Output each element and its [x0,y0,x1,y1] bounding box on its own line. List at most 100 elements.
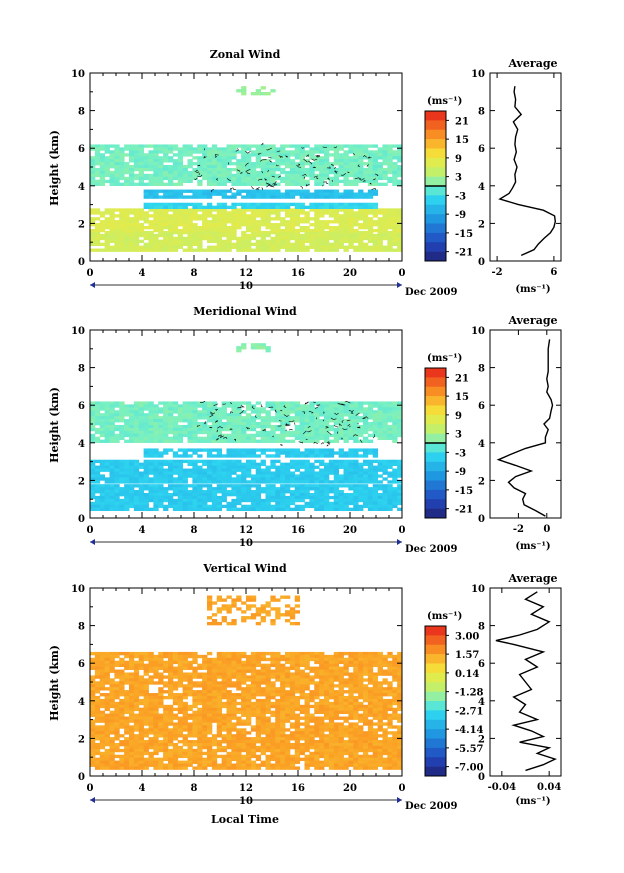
heatmap-cell [338,504,344,509]
heatmap-cell [246,153,252,157]
heatmap-cell [246,407,252,411]
heatmap-cell [353,223,359,227]
heatmap-cell [172,462,179,466]
heatmap-cell [99,214,106,218]
heatmap-cell [143,202,149,207]
heatmap-cell [382,220,388,224]
heatmap-cell [260,468,266,472]
heatmap-cell [168,430,174,435]
heatmap-cell [280,666,286,670]
heatmap-cell [328,401,335,405]
heatmap-cell [109,156,115,160]
heatmap-cell [382,228,388,233]
heatmap-cell [119,480,125,484]
heatmap-cell [114,236,120,241]
heatmap-cell [324,162,330,166]
heatmap-cell [216,239,223,244]
heatmap-cell [202,675,208,679]
heatmap-cell [241,427,247,432]
heatmap-cell [367,208,374,212]
heatmap-cell [177,202,184,207]
heatmap-cell [207,459,213,464]
heatmap-cell [270,236,276,241]
heatmap-cell [138,422,145,426]
heatmap-cell [309,501,315,506]
heatmap-cell [343,248,349,252]
heatmap-cell [221,498,227,503]
heatmap-cell [114,182,120,186]
heatmap-cell [250,448,257,452]
heatmap-cell [270,205,276,209]
heatmap-cell [207,471,213,475]
heatmap-cell [324,471,330,475]
heatmap-cell [285,214,291,218]
heatmap-cell [260,669,266,673]
heatmap-cell [367,660,374,665]
heatmap-cell [372,245,379,249]
y-axis-label: Height (km) [48,130,61,206]
heatmap-cell [211,477,218,481]
heatmap-cell [358,471,364,475]
heatmap-cell [158,225,164,230]
heatmap-cell [153,427,159,432]
heatmap-cell [138,657,145,662]
heatmap-cell [348,401,354,405]
heatmap-cell [129,427,135,432]
heatmap-cell [109,416,115,420]
heatmap-cell [99,504,106,509]
heatmap-cell [182,248,188,252]
heatmap-cell [299,165,305,169]
heatmap-cell [119,404,125,408]
heatmap-cell [319,422,325,426]
x-tick-label: 8 [191,268,198,279]
contour-line [223,436,228,439]
heatmap-cell [255,165,262,169]
heatmap-cell [304,484,310,488]
heatmap-cell [343,228,349,233]
heatmap-cell [202,498,208,503]
heatmap-cell [328,462,335,466]
heatmap-cell [129,236,135,241]
heatmap-cell [114,170,120,175]
heatmap-cell [260,681,266,685]
x-tick-label: 12 [239,525,253,536]
heatmap-cell [231,407,237,411]
heatmap-cell [294,433,301,438]
heatmap-cell [109,419,115,423]
heatmap-cell [348,687,354,691]
heatmap-cell [94,419,101,423]
heatmap-cell [163,182,169,186]
heatmap-cell [221,687,227,691]
heatmap-cell [328,165,335,169]
heatmap-cell [246,239,252,244]
heatmap-cell [158,675,164,679]
heatmap-cell [285,242,291,247]
heatmap-cell [304,170,310,175]
colorbar-tick-label: 21 [455,116,469,127]
heatmap-cell [207,657,213,662]
heatmap-cell [299,439,305,443]
heatmap-cell [207,165,213,169]
heatmap-cell [260,427,266,432]
contour-line [199,400,206,404]
heatmap-cell [324,448,330,452]
heatmap-cell [280,672,286,676]
heatmap-cell [163,462,169,466]
profile-y-tick-label: 8 [478,107,485,118]
heatmap-cell [353,233,359,238]
heatmap-cell [363,477,369,481]
heatmap-cell [207,669,213,673]
heatmap-cell [211,448,218,452]
heatmap-cell [226,176,232,181]
heatmap-cell [148,236,154,241]
heatmap-cell [168,427,174,432]
heatmap-cell [348,675,354,679]
heatmap-cell [119,159,125,163]
heatmap-cell [387,404,393,408]
heatmap-cell [231,448,237,452]
heatmap-cell [99,465,106,469]
heatmap-cell [158,230,164,235]
heatmap-cell [265,401,271,405]
heatmap-cell [367,666,374,670]
heatmap-cell [319,504,325,509]
